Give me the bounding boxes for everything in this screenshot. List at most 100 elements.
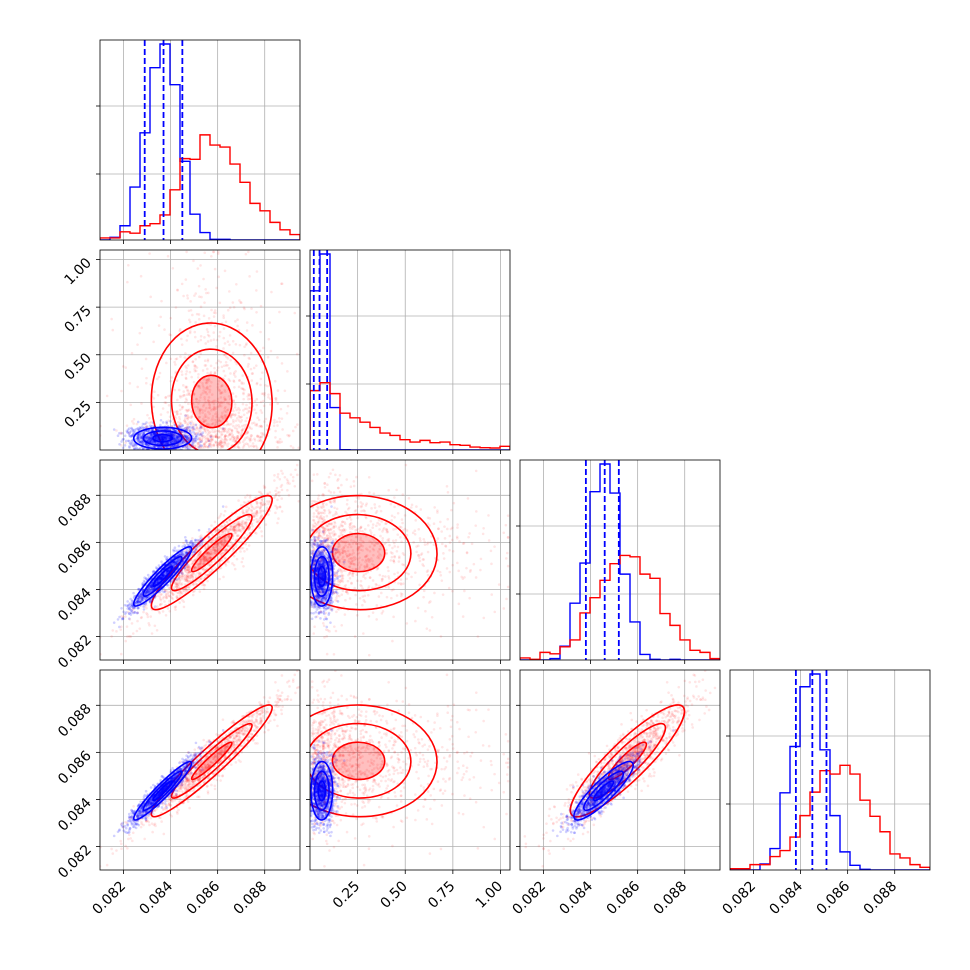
data-point	[267, 500, 271, 503]
data-point	[139, 427, 142, 430]
data-point	[141, 433, 145, 436]
data-point	[280, 417, 284, 420]
data-point	[207, 551, 210, 555]
data-point	[192, 393, 196, 397]
data-point	[185, 428, 188, 432]
data-point	[124, 639, 128, 643]
data-point	[201, 411, 205, 414]
data-point	[174, 437, 178, 440]
data-point	[232, 525, 236, 529]
data-point	[165, 589, 168, 593]
data-point	[236, 431, 240, 434]
data-point	[260, 530, 263, 533]
data-point	[163, 590, 167, 593]
data-point	[206, 445, 210, 449]
data-point	[241, 387, 245, 390]
data-point	[204, 431, 208, 434]
data-point	[140, 594, 143, 597]
data-point	[116, 434, 120, 438]
data-point	[206, 371, 209, 375]
data-point	[213, 520, 217, 524]
data-point	[189, 575, 193, 578]
data-point	[163, 435, 167, 439]
data-point	[153, 624, 157, 628]
data-point	[274, 399, 278, 402]
data-point	[176, 410, 179, 414]
data-point	[163, 435, 167, 438]
data-point	[193, 439, 197, 443]
data-point	[141, 448, 145, 450]
data-point	[181, 405, 185, 409]
data-point	[121, 617, 125, 621]
data-point	[216, 405, 219, 409]
data-point	[149, 295, 152, 299]
data-point	[278, 505, 282, 509]
data-point	[255, 514, 259, 517]
data-point	[252, 518, 256, 522]
data-point	[211, 417, 214, 420]
data-point	[205, 406, 208, 410]
data-point	[231, 562, 234, 565]
data-point	[178, 421, 182, 424]
data-point	[188, 330, 192, 333]
data-point	[230, 428, 233, 432]
data-point	[157, 610, 161, 613]
data-point	[180, 337, 183, 341]
data-point	[255, 501, 259, 504]
data-point	[244, 343, 248, 347]
data-point	[207, 439, 211, 443]
data-point	[186, 294, 189, 297]
data-point	[240, 415, 244, 419]
data-point	[192, 392, 196, 396]
data-point	[164, 437, 168, 441]
data-point	[275, 486, 279, 490]
data-point	[173, 438, 176, 441]
data-point	[208, 442, 212, 445]
data-point	[185, 366, 188, 370]
data-point	[174, 357, 178, 361]
data-point	[184, 278, 188, 281]
data-point	[246, 365, 250, 368]
data-point	[174, 370, 178, 374]
data-point	[178, 435, 182, 439]
data-point	[184, 439, 187, 443]
data-point	[164, 436, 167, 440]
data-point	[179, 422, 183, 425]
data-point	[205, 552, 209, 556]
data-point	[154, 436, 158, 440]
data-point	[170, 376, 173, 379]
data-point	[185, 435, 188, 439]
data-point	[175, 578, 179, 582]
data-point	[211, 545, 215, 549]
data-point	[144, 381, 148, 385]
data-point	[212, 402, 216, 406]
data-point	[258, 349, 262, 353]
data-point	[163, 588, 167, 592]
data-point	[217, 435, 220, 439]
data-point	[242, 525, 245, 528]
data-point	[177, 544, 181, 548]
data-point	[180, 582, 184, 585]
data-point	[185, 437, 189, 440]
data-point	[206, 551, 209, 555]
data-point	[236, 522, 239, 526]
data-point	[276, 498, 279, 502]
data-point	[238, 522, 241, 526]
data-point	[286, 488, 289, 492]
data-point	[233, 426, 237, 430]
data-point	[247, 506, 251, 510]
data-point	[153, 596, 156, 599]
data-point	[167, 428, 171, 431]
data-point	[218, 540, 222, 543]
data-point	[182, 438, 186, 441]
data-point	[120, 625, 123, 629]
data-point	[258, 508, 262, 511]
data-point	[188, 393, 192, 396]
data-point	[186, 423, 189, 427]
data-point	[194, 444, 197, 448]
data-point	[126, 439, 130, 443]
data-point	[197, 355, 201, 359]
data-point	[204, 428, 207, 432]
data-point	[155, 436, 159, 439]
data-point	[139, 434, 143, 438]
